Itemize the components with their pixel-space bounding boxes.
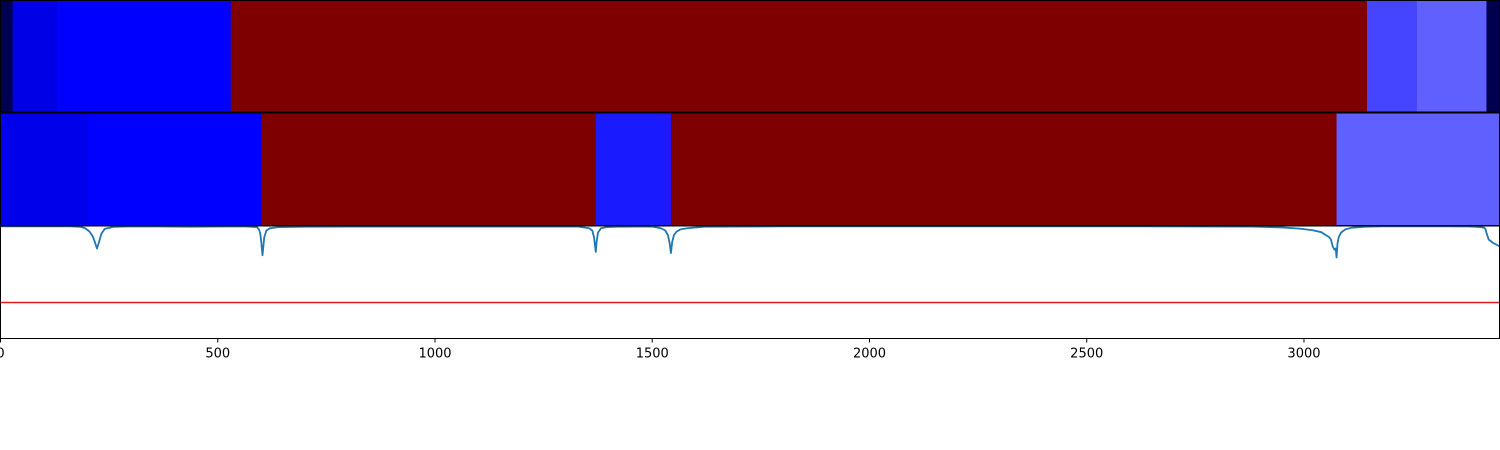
heatmap-cell-1-6: [1486, 0, 1500, 112]
heatmap-cell-2-3: [595, 113, 672, 226]
heatmap-cell-1-1: [12, 0, 58, 112]
heatmap-cell-1-5: [1416, 0, 1488, 112]
heatmap-cell-2-2: [261, 113, 597, 226]
heatmap-cell-1-4: [1366, 0, 1418, 112]
heatmap-cell-2-0: [0, 113, 88, 226]
x-tick-label: 3000: [1287, 347, 1320, 362]
x-tick-label: 2000: [853, 347, 886, 362]
x-tick-label: 1000: [418, 347, 451, 362]
x-tick-label: 0: [0, 347, 5, 362]
x-tick-label: 500: [205, 347, 230, 362]
line-panel-bottom: [0, 225, 1500, 339]
heatmap-cell-2-1: [87, 113, 262, 226]
heatmap-cell-2-5: [1336, 113, 1500, 226]
heatmap-cell-1-2: [56, 0, 232, 112]
heatmap-cell-1-0: [0, 0, 14, 112]
heatmap-cell-1-3: [230, 0, 1368, 112]
heatmap-panel-middle: [0, 112, 1500, 226]
heatmap-panel-top: [0, 0, 1500, 113]
line-panel-background: [0, 226, 1500, 339]
x-tick-label: 1500: [636, 347, 669, 362]
x-tick-label: 2500: [1070, 347, 1103, 362]
heatmap-cell-2-4: [670, 113, 1338, 226]
x-axis: 0 500 1000 1500 2000 2500 3000: [0, 338, 1321, 362]
series-line-0: [0, 225, 1500, 259]
